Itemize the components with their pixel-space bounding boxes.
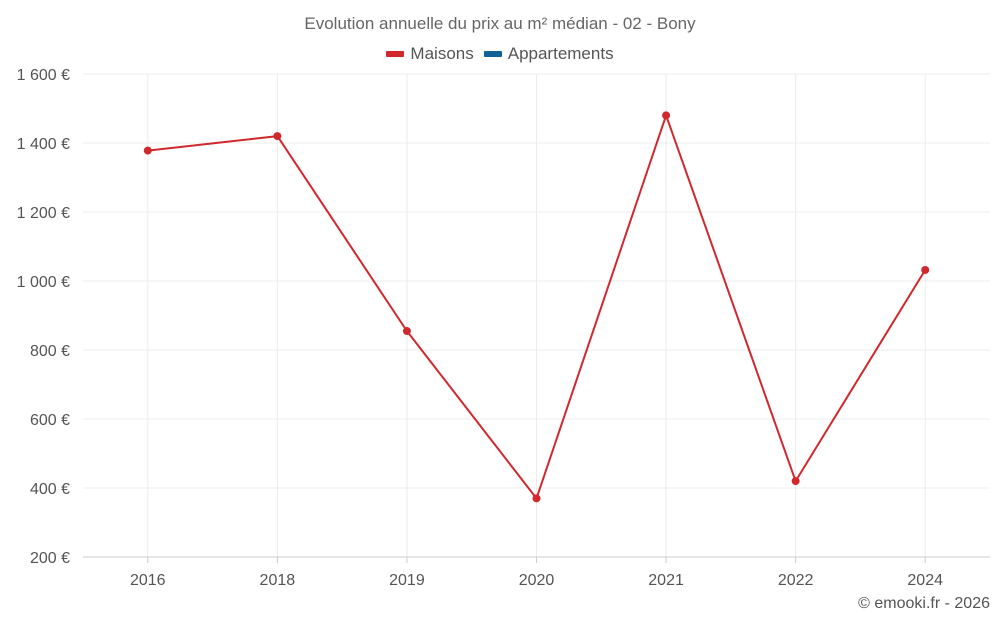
copyright-notice: © emooki.fr - 2026 [858,595,990,612]
data-point [662,111,671,120]
x-tick-label: 2021 [648,572,684,589]
legend: Maisons Appartements [0,44,1000,64]
data-point [791,477,800,486]
legend-swatch-maisons [386,51,405,57]
data-point [143,146,152,155]
series [143,111,930,503]
y-tick-label: 1 000 € [17,274,70,291]
x-tick-label: 2022 [778,572,814,589]
legend-label-appartements: Appartements [507,44,614,63]
axes: 200 € 400 € 600 € 800 € 1 000 € 1 200 € 1 400 … [17,67,990,589]
y-tick-label: 1 600 € [17,67,70,84]
x-tick-label: 2020 [519,572,555,589]
legend-item-appartements[interactable]: Appartements [483,44,614,64]
y-tick-label: 600 € [30,412,70,429]
x-tick-label: 2024 [907,572,943,589]
legend-item-maisons[interactable]: Maisons [386,44,474,64]
x-tick-label: 2016 [130,572,166,589]
grid [83,73,990,557]
data-point [402,327,411,336]
data-point [921,265,930,274]
y-tick-label: 200 € [30,550,70,567]
legend-label-maisons: Maisons [410,44,474,63]
legend-swatch-appartements [483,51,502,57]
y-tick-label: 1 200 € [17,205,70,222]
data-point [273,132,282,141]
data-point [532,494,541,503]
y-tick-label: 1 400 € [17,136,70,153]
x-tick-label: 2019 [389,572,425,589]
chart-title: Evolution annuelle du prix au m² médian … [304,14,696,33]
y-tick-label: 400 € [30,481,70,498]
x-tick-label: 2018 [260,572,296,589]
y-tick-label: 800 € [30,343,70,360]
